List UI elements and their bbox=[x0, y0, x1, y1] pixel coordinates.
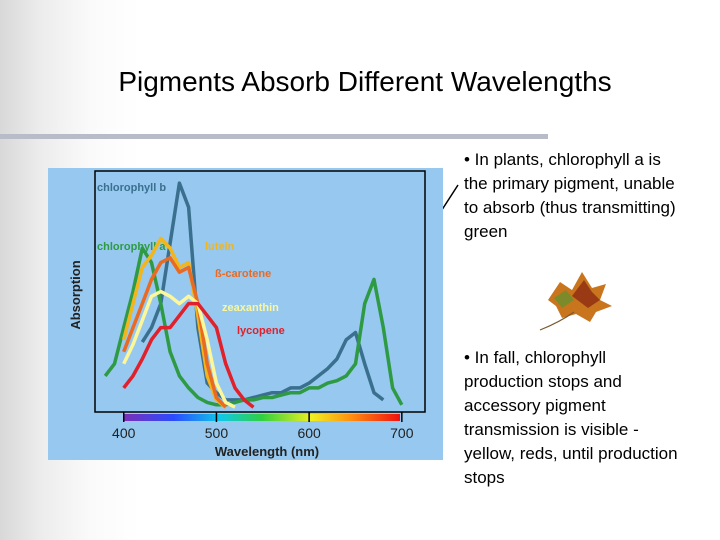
x-axis-label: Wavelength (nm) bbox=[215, 444, 319, 459]
series-line bbox=[122, 256, 227, 409]
leaf-image bbox=[515, 265, 627, 340]
series-label: zeaxanthin bbox=[222, 302, 279, 314]
x-tick-label: 700 bbox=[390, 425, 414, 441]
bullet: • In plants, chlorophyll a is the primar… bbox=[464, 150, 676, 241]
series-label: lycopene bbox=[237, 325, 285, 337]
series-line bbox=[140, 181, 385, 402]
series-line bbox=[122, 236, 227, 409]
bullet: • In fall, chlorophyll production stops … bbox=[464, 348, 678, 487]
series-line bbox=[122, 289, 236, 409]
series-label: chlorophyll b bbox=[97, 182, 166, 194]
x-tick-label: 400 bbox=[112, 425, 136, 441]
y-axis-label: Absorption bbox=[68, 260, 83, 329]
x-tick-label: 600 bbox=[297, 425, 321, 441]
series-line bbox=[122, 301, 255, 409]
series-label: lutein bbox=[205, 241, 235, 253]
spectrum-bar bbox=[124, 414, 400, 421]
title-rule bbox=[0, 134, 548, 139]
plot-frame bbox=[94, 170, 426, 413]
series-label: chlorophyll a bbox=[97, 241, 166, 253]
series-label: ß-carotene bbox=[215, 268, 271, 280]
x-tick-label: 500 bbox=[205, 425, 229, 441]
slide-title: Pigments Absorb Different Wavelengths bbox=[118, 66, 612, 97]
